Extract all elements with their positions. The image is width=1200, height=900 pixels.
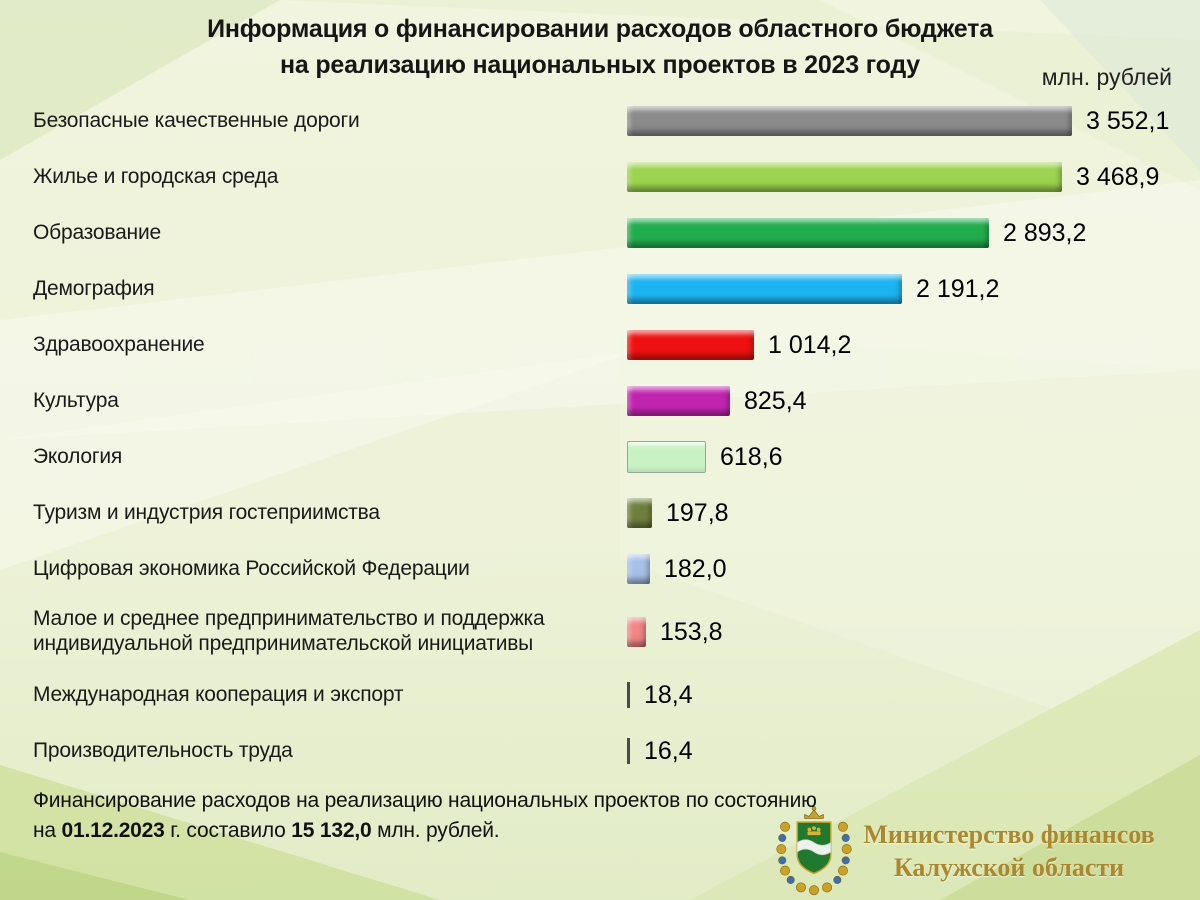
value-label: 182,0: [664, 554, 727, 583]
bar-zone: 2 893,2: [627, 218, 1200, 248]
chart-row: Международная кооперация и экспорт 18,4: [0, 667, 1200, 723]
bar: [627, 330, 754, 360]
category-label: Демография: [33, 276, 155, 300]
summary-segment: млн. рублей.: [371, 819, 500, 843]
category-label: Цифровая экономика Российской Федерации: [33, 556, 470, 580]
value-label: 2 191,2: [916, 274, 1000, 303]
bar: [627, 218, 989, 248]
bar-chart: Безопасные качественные дороги 3 552,1 Жил…: [0, 93, 1200, 779]
value-label: 2 893,2: [1003, 218, 1087, 247]
category-label: Малое и среднее предпринимательство и по…: [33, 607, 545, 655]
category-label: Международная кооперация и экспорт: [33, 682, 404, 706]
bar: [627, 617, 646, 647]
chart-title: Информация о финансировании расходов обл…: [0, 12, 1200, 83]
chart-title-line2: на реализацию национальных проектов в 20…: [279, 50, 920, 79]
category-label: Здравоохранение: [33, 332, 205, 356]
ministry-name-line1: Министерство финансов: [863, 819, 1155, 849]
chart-row: Туризм и индустрия гостеприимства 197,8: [0, 485, 1200, 541]
value-label: 3 468,9: [1076, 162, 1160, 191]
chart-row: Малое и среднее предпринимательство и по…: [0, 597, 1200, 667]
bar-zone: 3 468,9: [627, 162, 1200, 192]
chart-row: Здравоохранение 1 014,2: [0, 317, 1200, 373]
category-label: Производительность труда: [33, 738, 293, 762]
value-label: 16,4: [644, 736, 693, 765]
bar-zone: 1 014,2: [627, 330, 1200, 360]
value-label: 153,8: [660, 617, 723, 646]
summary-highlight: 01.12.2023: [61, 819, 165, 843]
bar-zone: 153,8: [627, 617, 1200, 647]
bar-zone: 3 552,1: [627, 106, 1200, 136]
category-label: Экология: [33, 444, 123, 468]
chart-row: Производительность труда 16,4: [0, 723, 1200, 779]
bar-zone: 618,6: [627, 441, 1200, 473]
category-label: Туризм и индустрия гостеприимства: [33, 500, 380, 524]
category-label: Жилье и городская среда: [33, 164, 279, 188]
ministry-name: Министерство финансов Калужской области: [856, 818, 1162, 885]
value-label: 825,4: [744, 386, 807, 415]
value-label: 197,8: [666, 498, 729, 527]
summary-text: Финансирование расходов на реализацию на…: [33, 786, 1013, 847]
bar-zone: 18,4: [627, 681, 1200, 710]
value-label: 618,6: [720, 442, 783, 471]
ministry-logo: Министерство финансов Калужской области: [772, 806, 1162, 896]
summary-highlight: 15 132,0: [291, 819, 372, 843]
value-label: 18,4: [644, 680, 693, 709]
bar: [627, 386, 730, 416]
category-label: Образование: [33, 220, 161, 244]
value-label: 1 014,2: [768, 330, 852, 359]
ministry-name-line2: Калужской области: [893, 853, 1125, 882]
bar-zone: 825,4: [627, 386, 1200, 416]
bar: [627, 274, 902, 304]
bar: [627, 162, 1062, 192]
chart-row: Безопасные качественные дороги 3 552,1: [0, 93, 1200, 149]
chart-row: Демография 2 191,2: [0, 261, 1200, 317]
chart-row: Цифровая экономика Российской Федерации 1…: [0, 541, 1200, 597]
bar-zone: 197,8: [627, 498, 1200, 528]
summary-segment: на: [33, 819, 62, 843]
value-label: 3 552,1: [1086, 106, 1170, 135]
chart-row: Жилье и городская среда 3 468,9: [0, 149, 1200, 205]
bar: [627, 441, 706, 473]
chart-row: Экология 618,6: [0, 429, 1200, 485]
chart-row: Культура 825,4: [0, 373, 1200, 429]
bar: [627, 738, 630, 764]
summary-segment: Финансирование расходов на реализацию на…: [33, 789, 817, 812]
chart-title-line1: Информация о финансировании расходов обл…: [207, 15, 993, 43]
bar-zone: 182,0: [627, 554, 1200, 584]
coat-of-arms-icon: [776, 806, 852, 896]
bar-zone: 16,4: [627, 737, 1200, 766]
chart-row: Образование 2 893,2: [0, 205, 1200, 261]
bar-zone: 2 191,2: [627, 274, 1200, 304]
category-label: Безопасные качественные дороги: [33, 108, 360, 132]
bar: [627, 554, 650, 584]
unit-label: млн. рублей: [1041, 64, 1172, 90]
bar: [627, 106, 1072, 136]
category-label: Культура: [33, 388, 119, 412]
bar: [627, 498, 652, 528]
summary-segment: г. составило: [164, 819, 292, 843]
bar: [627, 682, 630, 708]
